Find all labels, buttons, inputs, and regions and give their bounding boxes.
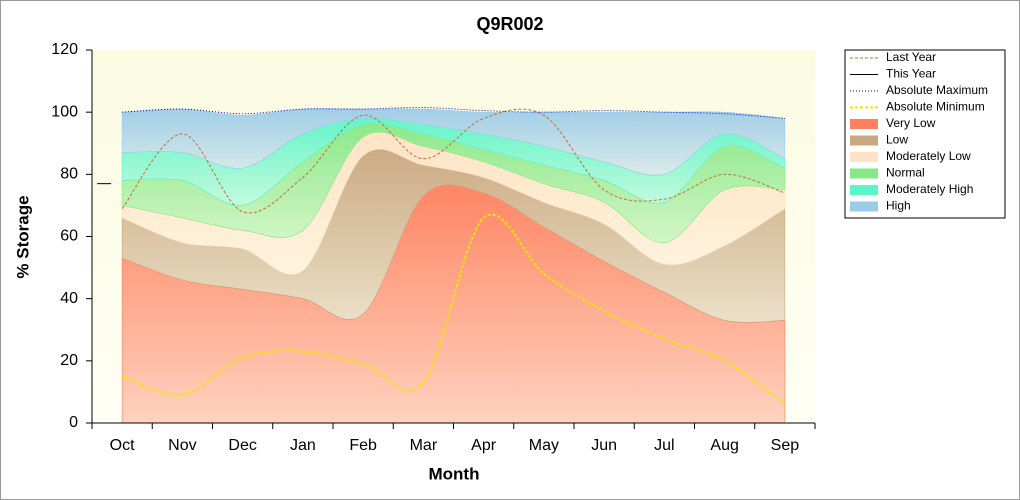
x-axis-title: Month <box>429 464 480 483</box>
legend-label: Very Low <box>886 116 936 130</box>
chart-title: Q9R002 <box>476 14 543 34</box>
legend-label: Last Year <box>886 50 936 64</box>
legend-label: This Year <box>886 67 936 81</box>
y-axis-title: % Storage <box>13 195 32 278</box>
x-tick-label: Dec <box>228 437 256 454</box>
y-tick-label: 40 <box>60 290 78 307</box>
x-tick-label: Apr <box>471 437 497 454</box>
legend-swatch <box>850 135 878 146</box>
y-tick-label: 100 <box>51 103 78 120</box>
legend-label: Absolute Minimum <box>886 100 985 114</box>
legend-label: Moderately Low <box>886 149 971 163</box>
x-tick-label: Oct <box>110 437 135 454</box>
y-tick-label: 0 <box>69 414 78 431</box>
series-line <box>121 108 786 214</box>
legend-label: Normal <box>886 166 925 180</box>
legend-label: High <box>886 199 911 213</box>
x-tick-label: Jul <box>654 437 674 454</box>
x-tick-label: Mar <box>410 437 438 454</box>
legend-label: Absolute Maximum <box>886 83 988 97</box>
legend-swatch <box>850 119 878 129</box>
y-tick-label: 120 <box>51 41 78 58</box>
series-line <box>121 213 786 406</box>
legend-label: Moderately High <box>886 182 973 196</box>
y-tick-label: 80 <box>60 166 78 183</box>
x-tick-label: Jan <box>290 437 316 454</box>
x-tick-label: Jun <box>591 437 617 454</box>
legend-label: Low <box>886 133 908 147</box>
legend-swatch <box>850 201 878 212</box>
y-tick-label: 60 <box>60 228 78 245</box>
x-tick-label: Aug <box>710 437 738 454</box>
x-tick-label: Sep <box>771 437 800 454</box>
legend-swatch <box>850 152 878 162</box>
x-tick-label: May <box>529 437 559 454</box>
y-tick-label: 20 <box>60 352 78 369</box>
x-tick-label: Nov <box>168 437 196 454</box>
legend-swatch <box>850 185 878 195</box>
legend-swatch <box>850 168 878 179</box>
band-area <box>121 108 786 176</box>
x-tick-label: Feb <box>349 437 377 454</box>
